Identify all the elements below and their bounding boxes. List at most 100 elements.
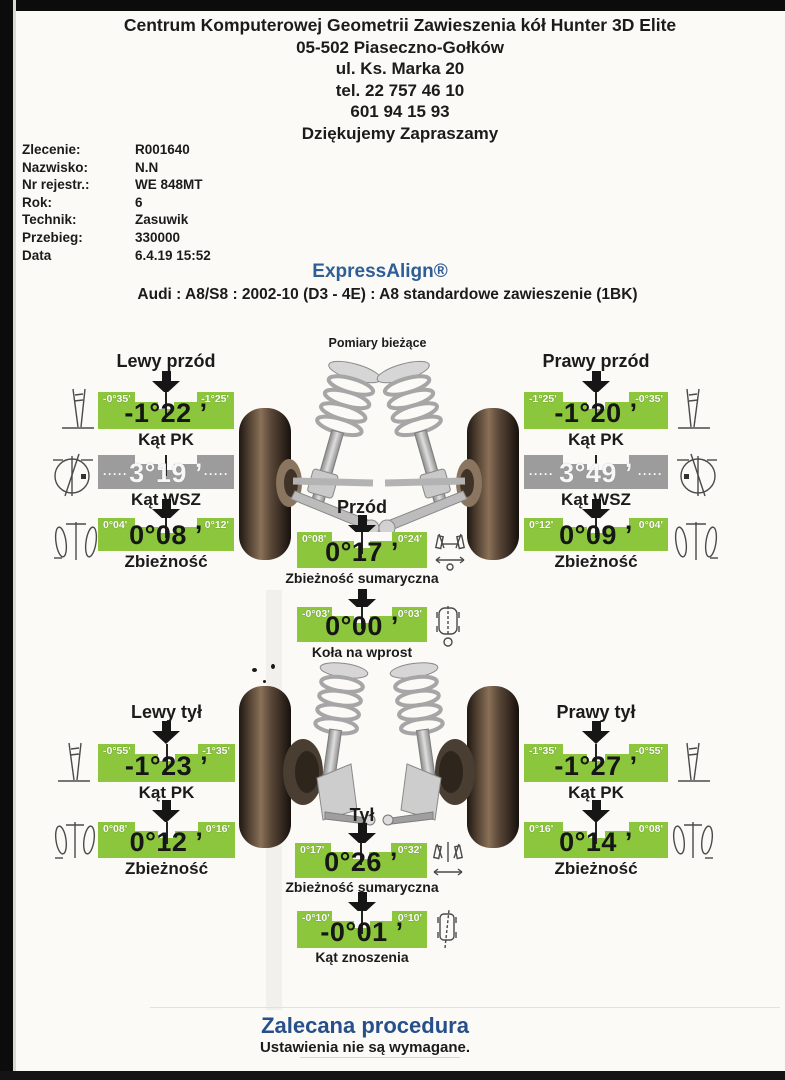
gauge-label: Kąt znoszenia [315, 949, 409, 965]
camber-angle-icon [678, 742, 710, 782]
gauge-pointer [360, 843, 362, 865]
current-measurements-title: Pomiary bieżące [328, 336, 427, 350]
caster-angle-icon [677, 453, 717, 497]
measured-value: 0°17 ’ [325, 537, 399, 567]
info-label: Nr rejestr.: [22, 177, 90, 193]
spec-max: 0°04' [638, 519, 663, 531]
spec-min: -0°35' [103, 393, 131, 405]
info-value: WE 848MT [135, 177, 203, 193]
spec-min: 0°12' [529, 519, 554, 531]
measured-value: 3°19 ’ [129, 458, 203, 488]
gauge-dots: ····· [638, 466, 663, 481]
gauge-pointer [165, 392, 167, 415]
gauge-pointer [595, 392, 597, 415]
shop-name: Centrum Komputerowej Geometrii Zawieszen… [123, 15, 677, 35]
spec-max: -0°35' [635, 393, 663, 405]
caster-angle-icon [53, 453, 93, 497]
gauge-pointer [361, 532, 363, 555]
down-arrow-icon [152, 721, 180, 744]
gauge-pointer [595, 822, 597, 845]
front-axle-title: Przód [336, 497, 387, 517]
info-label: Data [22, 247, 52, 263]
info-value: 330000 [135, 229, 181, 245]
rear-right-title: Prawy tył [556, 702, 636, 722]
gauge-label: Kąt PK [568, 430, 624, 449]
measured-value: 0°00 ’ [325, 611, 399, 641]
rear-left-title: Lewy tył [130, 702, 203, 722]
toe-angle-icon [672, 822, 714, 859]
thrust-angle-icon [437, 909, 457, 949]
measured-value: 0°26 ’ [324, 847, 398, 877]
info-row: Zlecenie: R001640 [22, 141, 342, 159]
measured-value: 0°12 ’ [129, 827, 204, 857]
spec-max: -0°55' [635, 745, 663, 757]
shop-street-line: ul. Ks. Marka 20 [335, 59, 465, 78]
gauge-label: Zbieżność sumaryczna [285, 570, 439, 586]
order-info-block: Zlecenie: R001640 Nazwisko: N.N Nr rejestr… [22, 141, 342, 264]
gauge-pointer [595, 455, 597, 477]
scan-speck [252, 668, 257, 672]
spec-max: 0°10' [397, 912, 422, 924]
gauge-pointer [165, 744, 168, 768]
spec-max: 0°24' [397, 533, 422, 545]
gauge-front-left-toe: 0°04' 0°12' 0°08 ’ [98, 518, 234, 551]
total-toe-icon [432, 842, 464, 876]
gauge-front-right-toe: 0°12' 0°04' 0°09 ’ [524, 518, 668, 551]
front-left-title: Lewy przód [116, 351, 216, 371]
info-row: Przebieg: 330000 [22, 229, 342, 247]
gauge-thrust-angle: -0°10' 0°10' -0°01 ’ [297, 911, 427, 948]
rear-suspension-illustration [239, 662, 519, 848]
scan-speck [263, 680, 266, 683]
scan-border-top [0, 0, 785, 11]
vehicle-description: Audi : A8/S8 : 2002-10 (D3 - 4E) : A8 st… [137, 286, 638, 303]
measured-value: 0°14 ’ [559, 827, 633, 857]
camber-angle-icon [678, 388, 710, 429]
gauge-rear-left-camber: -0°55' -1°35' -1°23 ’ [98, 744, 235, 782]
paper-edge [13, 0, 16, 1080]
wheels-straight-icon [436, 606, 460, 647]
spec-min: 0°16' [529, 823, 554, 835]
info-label: Zlecenie: [22, 142, 81, 157]
gauge-wheels-straight: -0°03' 0°03' 0°00 ’ [297, 607, 427, 642]
gauge-rear-right-toe: 0°16' 0°08' 0°14 ’ [524, 822, 668, 858]
spec-max: -1°25' [201, 393, 229, 405]
gauge-label: Kąt PK [568, 783, 624, 802]
spec-min: -1°35' [529, 745, 557, 757]
down-arrow-icon [348, 823, 376, 846]
total-toe-icon [434, 533, 466, 571]
shop-header: Centrum Komputerowej Geometrii Zawieszen… [30, 15, 770, 144]
down-arrow-icon [582, 721, 610, 744]
info-label: Rok: [22, 194, 52, 210]
gauge-dots: ····· [103, 466, 128, 481]
down-arrow-icon [152, 371, 180, 394]
gauge-label: Kąt PK [138, 783, 195, 802]
gauge-front-left-camber: -0°35' -1°25' -1°22 ’ [98, 392, 234, 429]
info-row: Technik: Zasuwik [22, 211, 342, 229]
spec-max: 0°12' [204, 519, 229, 531]
measured-value: -1°23 ’ [124, 751, 209, 781]
gauge-label: Koła na wprost [311, 644, 413, 660]
spec-min: -0°10' [302, 912, 330, 924]
gauge-rear-total-toe: 0°17' 0°32' 0°26 ’ [295, 843, 427, 878]
gauge-label: Kąt PK [138, 430, 194, 449]
expressalign-title: ExpressAlign® [312, 261, 448, 282]
spec-max: 0°08' [638, 823, 663, 835]
rear-axle-title: Tył [349, 805, 375, 825]
gauge-pointer [165, 518, 167, 539]
spec-max: 0°16' [205, 823, 230, 835]
measured-value: 0°08 ’ [129, 520, 203, 550]
info-row: Nr rejestr.: WE 848MT [22, 176, 342, 194]
gauge-front-left-caster: ····· ····· 3°19 ’ [98, 455, 234, 489]
gauge-pointer [165, 822, 168, 845]
recommended-procedure-note: Ustawienia nie są wymagane. [259, 1039, 471, 1056]
info-value: 6 [135, 194, 143, 210]
gauge-front-right-camber: -1°25' -0°35' -1°20 ’ [524, 392, 668, 429]
gauge-front-total-toe: 0°08' 0°24' 0°17 ’ [297, 532, 427, 568]
spec-max: 0°03' [397, 608, 422, 620]
scan-border-bottom [0, 1071, 785, 1080]
recommended-procedure-title: Zalecana procedura [261, 1013, 469, 1038]
info-value: N.N [135, 159, 159, 175]
info-label: Technik: [22, 212, 77, 228]
spec-min: -0°55' [103, 745, 131, 757]
gauge-rear-right-camber: -1°35' -0°55' -1°27 ’ [524, 744, 668, 782]
